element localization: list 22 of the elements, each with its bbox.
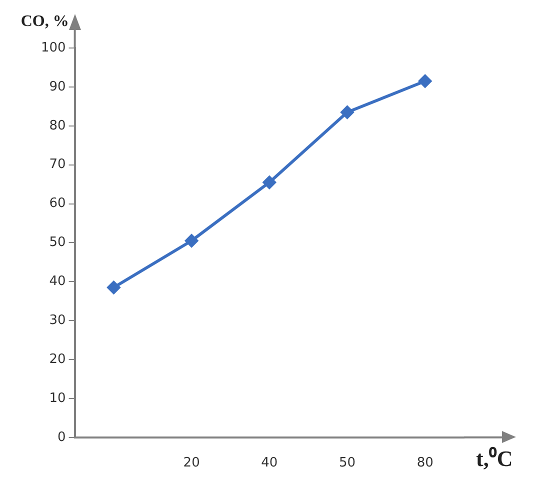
point xyxy=(418,74,432,88)
y-axis-title: CO, % xyxy=(20,13,69,30)
y-tick-label: 80 xyxy=(49,118,66,134)
x-tick-label: 80 xyxy=(416,456,434,471)
x-axis-title: t,⁰C xyxy=(476,446,513,472)
y-tick-label: 70 xyxy=(49,157,66,172)
x-tick-label: 40 xyxy=(261,456,278,471)
y-tick-label: 30 xyxy=(49,312,66,328)
y-tick-label: 100 xyxy=(40,40,66,56)
point xyxy=(185,234,198,248)
point xyxy=(340,106,354,119)
y-tick-label: 60 xyxy=(49,196,66,212)
y-tick-label: 90 xyxy=(49,79,66,94)
point xyxy=(107,280,120,294)
x-tick-label: 50 xyxy=(338,456,356,471)
y-tick-label: 50 xyxy=(49,235,66,250)
y-tick-label: 0 xyxy=(58,430,66,445)
y-tick-label: 20 xyxy=(49,352,66,367)
y-tick-label: 40 xyxy=(49,274,66,290)
y-tick-label: 10 xyxy=(49,390,66,406)
point xyxy=(262,176,276,189)
x-tick-label: 20 xyxy=(183,456,200,471)
